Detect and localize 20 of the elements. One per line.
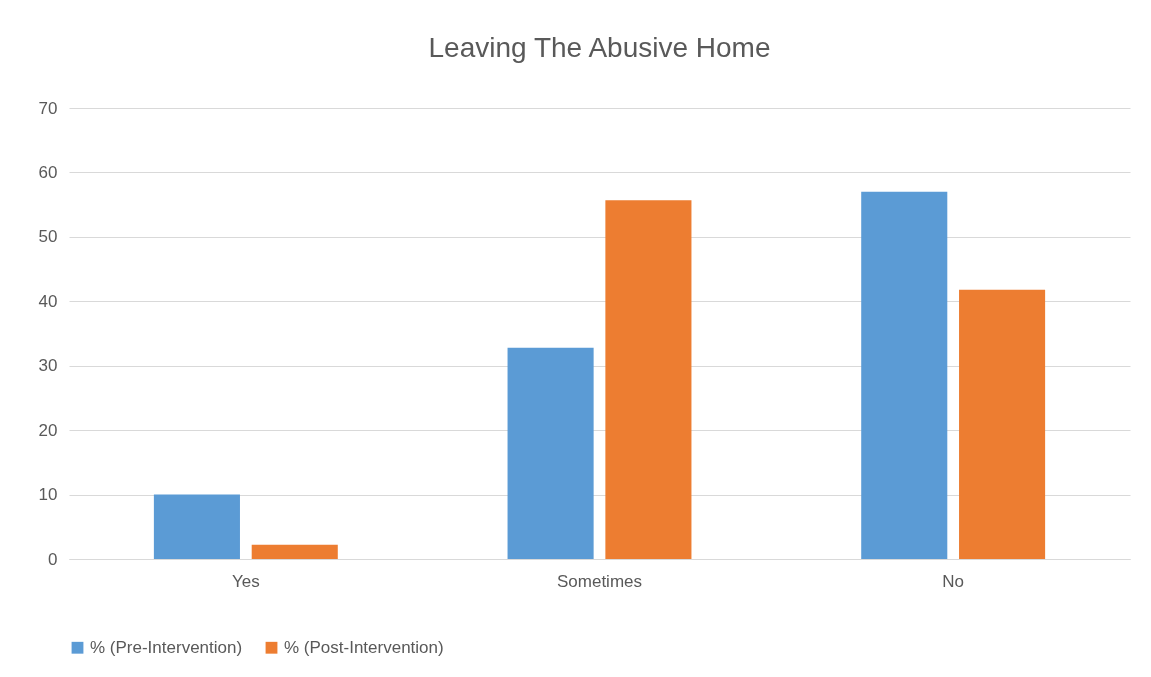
bar (605, 200, 692, 559)
x-tick-label: Sometimes (556, 571, 643, 591)
x-tick-label: Yes (231, 571, 260, 591)
y-tick-label: 50 (38, 227, 58, 247)
y-tick-label: 30 (38, 356, 58, 376)
bar (153, 494, 240, 559)
legend-label: % (Pre-Intervention) (90, 637, 243, 657)
x-tick-label: No (942, 571, 965, 591)
y-tick-label: 20 (38, 420, 58, 440)
legend-label: % (Post-Intervention) (284, 637, 444, 657)
y-tick-label: 10 (38, 485, 58, 505)
y-tick-label: 40 (38, 291, 58, 311)
y-tick-label: 60 (38, 162, 58, 182)
bar (251, 544, 338, 559)
y-tick-label: 70 (38, 98, 58, 118)
bar (959, 289, 1046, 559)
bar (861, 191, 948, 559)
y-tick-label: 0 (48, 549, 58, 569)
chart-title: Leaving The Abusive Home (428, 32, 771, 63)
bar (507, 347, 594, 559)
